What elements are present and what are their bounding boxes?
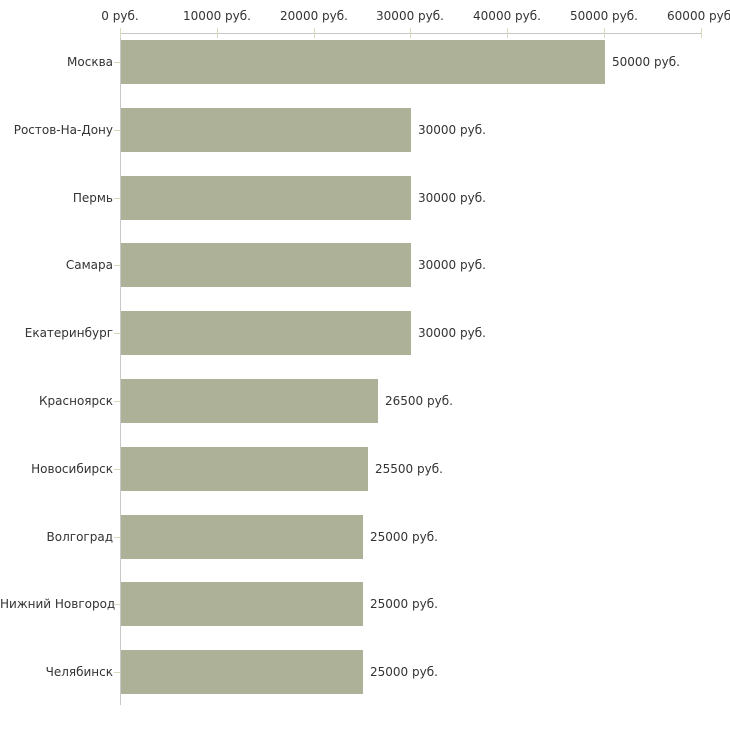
y-axis-tick xyxy=(114,265,120,266)
x-axis-tick-label: 50000 руб. xyxy=(570,9,638,23)
value-label: 30000 руб. xyxy=(418,123,486,137)
x-axis-tick-label: 20000 руб. xyxy=(280,9,348,23)
value-label: 25000 руб. xyxy=(370,597,438,611)
y-axis-tick xyxy=(114,537,120,538)
category-label: Ростов-На-Дону xyxy=(13,123,113,137)
bar xyxy=(121,40,605,84)
y-axis-tick xyxy=(114,469,120,470)
category-label: Волгоград xyxy=(46,530,113,544)
x-axis-tick-label: 60000 руб. xyxy=(667,9,730,23)
value-label: 26500 руб. xyxy=(385,394,453,408)
x-axis-tick-label: 10000 руб. xyxy=(183,9,251,23)
x-axis-tick xyxy=(314,28,315,38)
value-label: 25500 руб. xyxy=(375,462,443,476)
x-axis-tick xyxy=(120,28,121,38)
bar xyxy=(121,582,363,626)
bar xyxy=(121,176,411,220)
x-axis-tick-label: 40000 руб. xyxy=(473,9,541,23)
y-axis-tick xyxy=(114,333,120,334)
y-axis-tick xyxy=(114,198,120,199)
bar xyxy=(121,515,363,559)
category-label: Красноярск xyxy=(39,394,113,408)
x-axis-tick-label: 0 руб. xyxy=(101,9,139,23)
x-axis-tick xyxy=(410,28,411,38)
value-label: 30000 руб. xyxy=(418,326,486,340)
category-label: Новосибирск xyxy=(31,462,113,476)
bar xyxy=(121,243,411,287)
bar xyxy=(121,311,411,355)
bar xyxy=(121,650,363,694)
value-label: 25000 руб. xyxy=(370,530,438,544)
category-label: Нижний Новгород xyxy=(0,597,116,611)
y-axis-tick xyxy=(114,130,120,131)
x-axis-tick xyxy=(217,28,218,38)
x-axis-tick-label: 30000 руб. xyxy=(376,9,444,23)
y-axis-tick xyxy=(114,672,120,673)
category-label: Пермь xyxy=(72,191,113,205)
category-label: Москва xyxy=(67,55,113,69)
y-axis-line xyxy=(120,33,121,705)
bar xyxy=(121,379,378,423)
bar xyxy=(121,108,411,152)
y-axis-tick xyxy=(114,62,120,63)
category-label: Самара xyxy=(65,258,113,272)
category-label: Екатеринбург xyxy=(24,326,113,340)
value-label: 30000 руб. xyxy=(418,258,486,272)
value-label: 25000 руб. xyxy=(370,665,438,679)
value-label: 30000 руб. xyxy=(418,191,486,205)
y-axis-tick xyxy=(114,604,120,605)
y-axis-tick xyxy=(114,401,120,402)
x-axis-tick xyxy=(701,28,702,38)
x-axis-tick xyxy=(604,28,605,38)
x-axis-tick xyxy=(507,28,508,38)
category-label: Челябинск xyxy=(45,665,113,679)
value-label: 50000 руб. xyxy=(612,55,680,69)
bar xyxy=(121,447,368,491)
